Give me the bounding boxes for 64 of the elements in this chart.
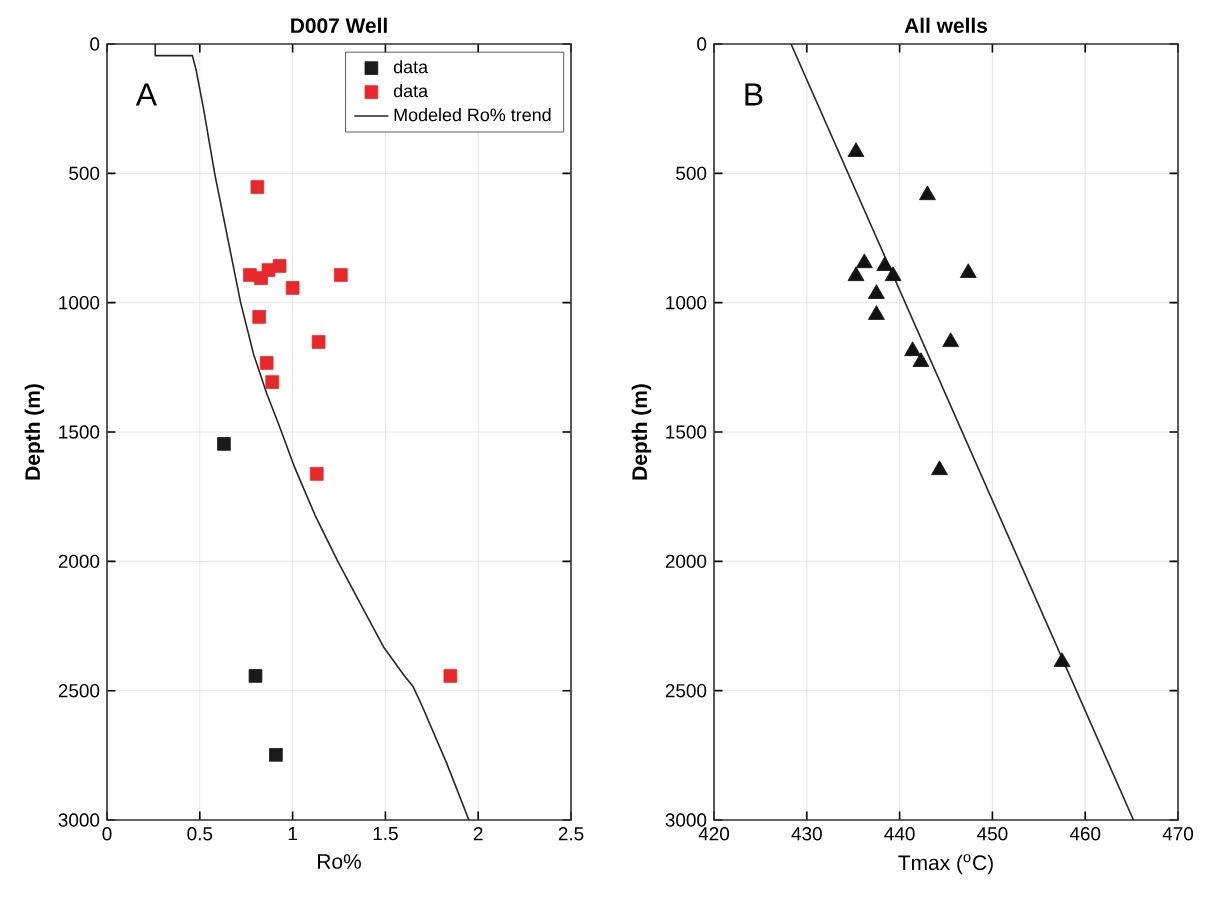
y-tick-label: 3000 xyxy=(58,813,100,827)
x-tick-label: 1.5 xyxy=(373,827,398,841)
point xyxy=(259,356,274,370)
y-tick-label: 2000 xyxy=(665,554,707,569)
point xyxy=(248,669,263,683)
x-tick-label: 440 xyxy=(884,827,915,841)
point xyxy=(847,142,865,157)
x-tick-label: 0.5 xyxy=(187,827,213,841)
point xyxy=(309,467,324,481)
y-tick-label: 500 xyxy=(69,166,100,181)
x-tick-label: 0 xyxy=(102,827,112,841)
point xyxy=(265,375,279,389)
y-tick-label: 1500 xyxy=(666,425,707,439)
point xyxy=(912,352,930,367)
point xyxy=(272,259,287,273)
y-tick-label: 0 xyxy=(90,37,100,51)
point xyxy=(942,332,960,347)
x-axis-title: Ro% xyxy=(318,854,361,869)
y-tick-label: 1000 xyxy=(59,295,100,310)
x-tick-label: 450 xyxy=(977,827,1008,841)
point xyxy=(868,284,885,299)
x-tick-label: 420 xyxy=(698,827,730,841)
point xyxy=(250,180,265,194)
point xyxy=(1053,652,1071,667)
point xyxy=(285,281,300,295)
x-tick-label: 430 xyxy=(791,827,822,841)
chart-title: D007 Well xyxy=(291,17,387,34)
point xyxy=(334,268,348,282)
x-tick-label: 470 xyxy=(1162,827,1194,841)
y-tick-label: 2000 xyxy=(58,554,100,569)
y-tick-label: 3000 xyxy=(665,813,707,827)
y-tick-label: 2500 xyxy=(58,683,100,698)
point xyxy=(252,310,266,324)
x-tick-label: 2.5 xyxy=(558,827,584,841)
legend-label: data xyxy=(393,84,429,98)
point xyxy=(884,266,902,282)
x-tick-label: 2 xyxy=(473,827,483,841)
y-tick-label: 500 xyxy=(676,166,707,181)
point xyxy=(904,341,921,357)
point xyxy=(311,335,326,349)
point xyxy=(855,253,873,269)
y-tick-label: 1500 xyxy=(59,425,100,439)
y-tick-label: 2500 xyxy=(665,683,707,698)
y-axis-title: Depth (m) xyxy=(24,384,45,480)
annotation: A xyxy=(135,83,157,106)
y-tick-label: 0 xyxy=(697,37,707,51)
x-axis-title: Tmax ($^{o}$C) xyxy=(898,854,993,875)
legend-label: data xyxy=(393,60,429,74)
point xyxy=(876,256,894,271)
point xyxy=(443,669,458,683)
point xyxy=(847,266,865,282)
point xyxy=(931,460,948,476)
y-tick-label: 1000 xyxy=(666,295,707,310)
chart-title: All wells xyxy=(904,17,987,34)
point xyxy=(868,305,885,320)
y-axis-title: Depth (m) xyxy=(631,384,652,480)
point xyxy=(269,748,283,762)
point xyxy=(959,263,977,278)
x-tick-label: 1 xyxy=(288,827,297,841)
x-tick-label: 460 xyxy=(1069,827,1101,841)
annotation: B xyxy=(745,83,763,106)
point xyxy=(919,185,936,201)
legend-label: Modeled Ro% trend xyxy=(394,108,551,122)
point xyxy=(217,437,231,451)
